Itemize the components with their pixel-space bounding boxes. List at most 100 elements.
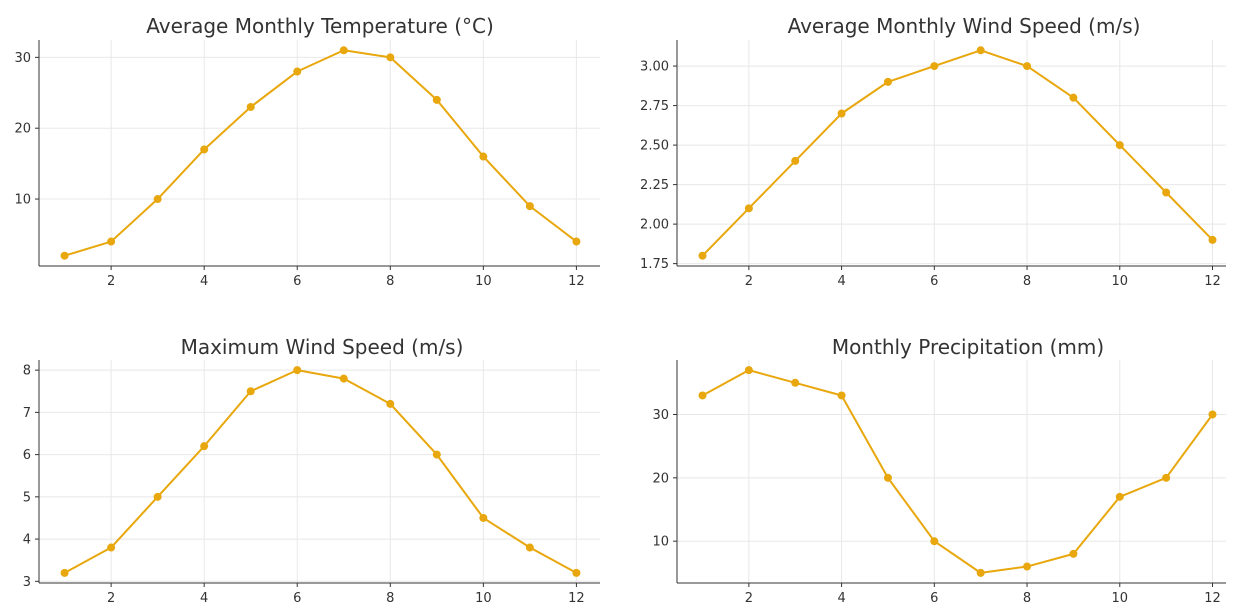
y-tick-label: 2.50 <box>640 139 669 154</box>
x-tick-label: 2 <box>745 591 753 604</box>
data-point <box>572 568 581 577</box>
data-point <box>1162 473 1171 482</box>
x-tick-label: 8 <box>386 274 394 289</box>
data-point <box>1115 141 1124 150</box>
chart-title: Maximum Wind Speed (m/s) <box>181 335 464 359</box>
data-point <box>883 77 892 86</box>
y-tick-label: 7 <box>23 406 31 421</box>
y-tick-label: 10 <box>14 193 31 208</box>
y-tick-label: 20 <box>14 122 31 137</box>
data-point <box>107 237 116 246</box>
x-tick-label: 12 <box>1204 274 1221 289</box>
data-point <box>386 53 395 62</box>
x-tick-label: 8 <box>1023 591 1031 604</box>
data-point <box>1162 188 1171 197</box>
data-point <box>791 156 800 165</box>
data-point <box>479 513 488 522</box>
x-tick-label: 10 <box>475 591 492 604</box>
series-line <box>701 49 1214 257</box>
y-tick-label: 2.25 <box>640 178 669 193</box>
y-tick-label: 3 <box>23 575 31 590</box>
x-tick-label: 2 <box>745 274 753 289</box>
data-point <box>293 67 302 76</box>
y-tick-label: 2.00 <box>640 218 669 233</box>
x-tick-label: 8 <box>1023 274 1031 289</box>
grid <box>39 40 600 266</box>
data-point <box>1208 235 1217 244</box>
chart-panel-max-wind-speed: Maximum Wind Speed (m/s) 2 4 6 8 10 12 3 4 5 6 7 8 <box>0 302 600 604</box>
data-point <box>525 543 534 552</box>
data-point <box>744 366 753 375</box>
data-point <box>791 378 800 387</box>
data-point <box>293 366 302 375</box>
x-tick-label: 12 <box>568 274 585 289</box>
y-tick-label: 8 <box>23 364 31 379</box>
grid <box>677 40 1226 266</box>
data-point <box>107 543 116 552</box>
x-tick-label: 10 <box>1111 591 1128 604</box>
data-point <box>60 251 69 260</box>
data-point <box>200 145 209 154</box>
x-tick-label: 10 <box>475 274 492 289</box>
data-point <box>1069 549 1078 558</box>
data-point <box>698 251 707 260</box>
y-tick-label: 2.75 <box>640 99 669 114</box>
chart-avg-wind-speed: Average Monthly Wind Speed (m/s) 2 4 6 8 10 1… <box>640 14 1226 289</box>
y-tick-label: 10 <box>652 535 669 550</box>
data-point <box>1115 492 1124 501</box>
data-point <box>837 109 846 118</box>
x-tick-label: 4 <box>200 591 208 604</box>
x-tick-label: 8 <box>386 591 394 604</box>
chart-panel-precipitation: Monthly Precipitation (mm) 2 4 6 8 10 12 10 20 3… <box>626 302 1226 604</box>
chart-title: Average Monthly Temperature (°C) <box>146 14 494 38</box>
y-tick-label: 6 <box>23 448 31 463</box>
x-tick-label: 6 <box>930 274 938 289</box>
y-tick-label: 1.75 <box>640 257 669 272</box>
data-point <box>246 387 255 396</box>
y-tick-label: 30 <box>14 51 31 66</box>
data-point <box>479 152 488 161</box>
x-tick-label: 10 <box>1111 274 1128 289</box>
x-tick-label: 12 <box>1204 591 1221 604</box>
chart-panel-avg-temperature: Average Monthly Temperature (°C) 2 4 6 8 10 1… <box>0 0 600 302</box>
series-line <box>701 369 1214 574</box>
y-tick-label: 5 <box>23 490 31 505</box>
data-point <box>883 473 892 482</box>
data-point <box>744 204 753 213</box>
x-tick-label: 6 <box>930 591 938 604</box>
data-point <box>339 374 348 383</box>
data-point <box>153 492 162 501</box>
y-tick-label: 3.00 <box>640 60 669 75</box>
data-point <box>60 568 69 577</box>
data-point <box>525 202 534 211</box>
data-point <box>1023 562 1032 571</box>
chart-panel-avg-wind-speed: Average Monthly Wind Speed (m/s) 2 4 6 8 10 1… <box>626 0 1226 302</box>
data-point <box>153 195 162 204</box>
series-line <box>63 369 578 574</box>
data-point <box>1208 410 1217 419</box>
x-tick-label: 4 <box>837 591 845 604</box>
x-tick-label: 2 <box>107 591 115 604</box>
data-point <box>1023 62 1032 71</box>
data-point <box>976 46 985 55</box>
grid <box>677 360 1226 583</box>
data-point <box>698 391 707 400</box>
grid <box>39 360 600 583</box>
data-point <box>930 537 939 546</box>
chart-max-wind-speed: Maximum Wind Speed (m/s) 2 4 6 8 10 12 3 4 5 6 7 8 <box>23 335 600 604</box>
data-point <box>339 46 348 55</box>
chart-title: Average Monthly Wind Speed (m/s) <box>788 14 1141 38</box>
chart-title: Monthly Precipitation (mm) <box>832 335 1104 359</box>
x-tick-label: 2 <box>107 274 115 289</box>
data-point <box>386 399 395 408</box>
x-tick-label: 12 <box>568 591 585 604</box>
data-point <box>976 568 985 577</box>
data-point <box>572 237 581 246</box>
y-tick-label: 4 <box>23 533 31 548</box>
y-tick-label: 30 <box>652 408 669 423</box>
data-point <box>246 102 255 111</box>
data-point <box>837 391 846 400</box>
data-point <box>930 62 939 71</box>
data-point <box>432 450 441 459</box>
x-tick-label: 4 <box>837 274 845 289</box>
